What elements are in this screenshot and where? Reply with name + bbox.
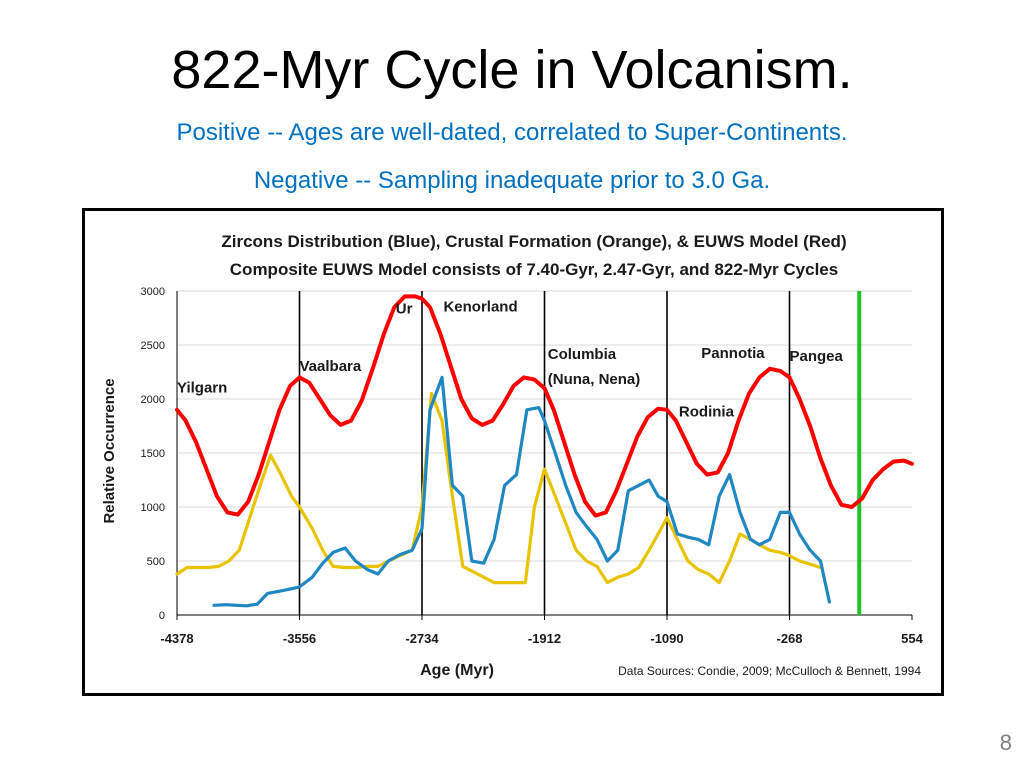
data-sources-note: Data Sources: Condie, 2009; McCulloch & … [618,664,921,678]
y-tick-label-5: 2500 [141,340,165,352]
x-tick-label-4: -1090 [650,631,683,646]
chart-subtitle: Composite EUWS Model consists of 7.40-Gy… [230,260,838,279]
x-axis-label: Age (Myr) [420,662,494,679]
subtitle-negative: Negative -- Sampling inadequate prior to… [253,167,771,194]
y-tick-label-1: 500 [147,556,165,568]
annotation-5: (Nuna, Nena) [548,371,641,388]
annotation-3: Kenorland [443,299,517,316]
x-tick-label-3: -1912 [528,631,561,646]
chart-svg: Zircons Distribution (Blue), Crustal For… [101,232,924,679]
x-tick-label-5: -268 [776,631,802,646]
y-tick-label-4: 2000 [141,394,165,406]
annotation-8: Rodinia [679,403,735,420]
blue-series-line [212,375,832,608]
x-tick-label-0: -4378 [160,631,193,646]
y-tick-label-6: 3000 [141,286,165,298]
y-tick-label-0: 0 [159,610,165,622]
annotation-7: Pangea [790,348,844,365]
red-series-line [175,294,914,518]
yellow-series-line [175,392,823,585]
x-tick-label-6: 554 [901,631,923,646]
slide-title: 822-Myr Cycle in Volcanism. [171,40,853,100]
chart-title: Zircons Distribution (Blue), Crustal For… [221,232,846,251]
page-number: 8 [999,730,1012,755]
subtitle-positive: Positive -- Ages are well-dated, correla… [176,119,848,146]
plot-area: 0 500 1000 1500 2000 2500 3000 -4378 -3556 -2734 -… [141,286,924,646]
annotation-4: Columbia [548,346,617,363]
y-axis-label: Relative Occurrence [101,378,118,523]
annotation-1: Vaalbara [300,358,362,375]
x-tick-label-1: -3556 [283,631,316,646]
chart-frame: Zircons Distribution (Blue), Crustal For… [82,208,944,696]
y-tick-label-2: 1000 [141,502,165,514]
annotation-6: Pannotia [701,345,765,362]
annotation-2: Ur [396,301,413,318]
annotation-0: Yilgarn [177,380,227,397]
x-tick-label-2: -2734 [405,631,439,646]
y-tick-label-3: 1500 [141,448,165,460]
